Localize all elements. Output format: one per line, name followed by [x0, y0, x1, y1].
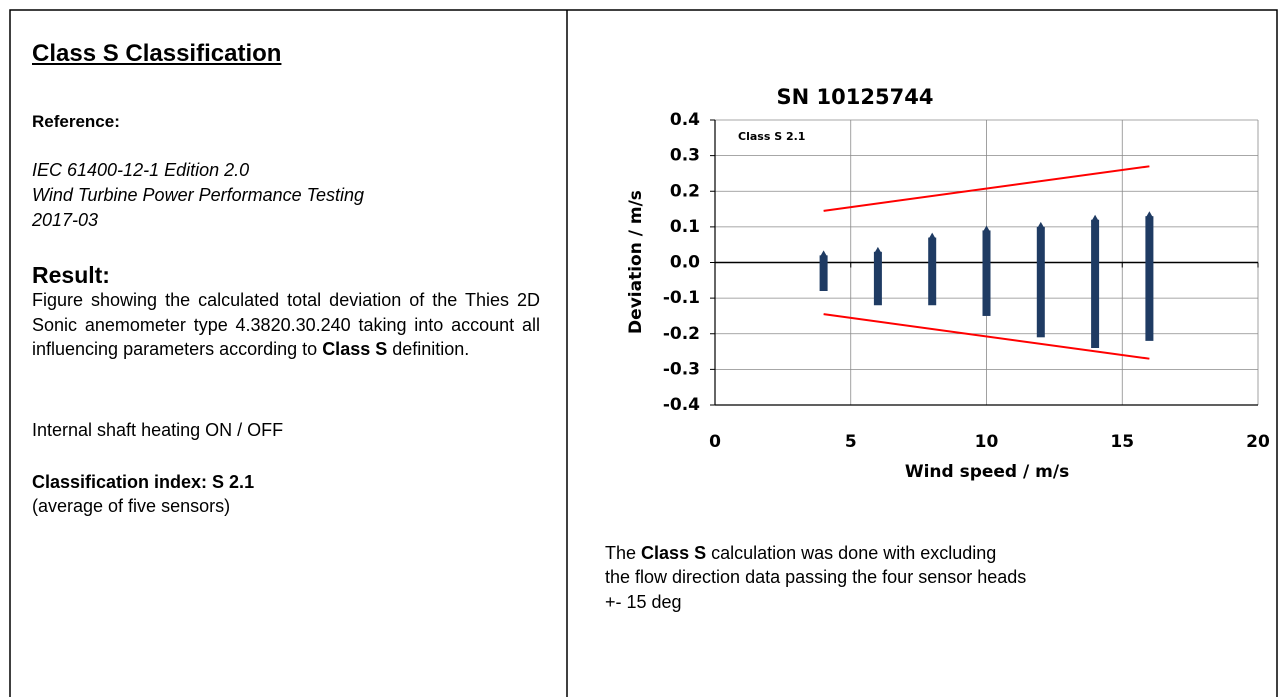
x-tick-label: 0 [709, 432, 721, 452]
marker-cap [1036, 221, 1045, 229]
result-text: Figure showing the calculated total devi… [32, 288, 540, 362]
note-line: +- 15 deg [605, 592, 682, 612]
point-cluster [928, 237, 937, 306]
point-cluster [1091, 219, 1100, 348]
point-cluster [1145, 216, 1154, 341]
y-tick-label: 0.0 [670, 253, 700, 273]
annotation: Class S 2.1 [738, 130, 805, 143]
y-tick-label: 0.2 [670, 181, 700, 201]
point-cluster [873, 251, 882, 306]
marker-cap [819, 250, 828, 258]
x-axis-label: Wind speed / m/s [905, 462, 1069, 482]
bold-text: Class S [641, 543, 707, 563]
marker-cap [1145, 211, 1154, 219]
point-cluster [982, 230, 991, 316]
text: definition. [392, 339, 470, 359]
point-cluster [1036, 226, 1045, 338]
index: Classification index: S 2.1 [32, 472, 255, 492]
text: The [605, 543, 637, 563]
title: Class S Classification [32, 40, 282, 67]
point-cluster [819, 255, 828, 291]
y-tick-label: 0.3 [670, 146, 700, 166]
y-tick-label: 0.4 [670, 110, 700, 130]
x-tick-label: 10 [975, 432, 999, 452]
bold-text: Class S [322, 339, 388, 359]
reference-line: Wind Turbine Power Performance Testing [32, 185, 364, 205]
x-tick-label: 5 [845, 432, 857, 452]
text: calculation was done with excluding [711, 543, 997, 563]
x-tick-label: 15 [1110, 432, 1134, 452]
x-tick-label: 20 [1246, 432, 1270, 452]
marker-cap [1091, 214, 1100, 222]
y-axis-label: Deviation / m/s [626, 190, 646, 334]
index-note: (average of five sensors) [32, 496, 231, 516]
marker-cap [873, 246, 882, 254]
result-heading: Result: [32, 262, 110, 288]
reference-line: 2017-03 [32, 210, 99, 230]
chart-title: SN 10125744 [777, 85, 934, 109]
border [9, 9, 1278, 697]
y-tick-label: -0.3 [663, 359, 700, 379]
note-line: the flow direction data passing the four… [605, 567, 1027, 587]
reference-line: IEC 61400-12-1 Edition 2.0 [32, 160, 250, 180]
y-tick-label: -0.4 [663, 395, 700, 415]
note-line: The Class S calculation was done with ex… [605, 543, 996, 564]
heating: Internal shaft heating ON / OFF [32, 420, 284, 440]
y-tick-label: 0.1 [670, 217, 700, 237]
reference-heading: Reference: [32, 112, 120, 131]
marker-cap [982, 225, 991, 233]
y-tick-label: -0.2 [663, 324, 700, 344]
y-tick-label: -0.1 [663, 288, 700, 308]
text: Figure showing the calculated total devi… [32, 290, 540, 359]
limit-line [823, 313, 1150, 360]
limit-line [823, 165, 1150, 212]
marker-cap [928, 232, 937, 240]
